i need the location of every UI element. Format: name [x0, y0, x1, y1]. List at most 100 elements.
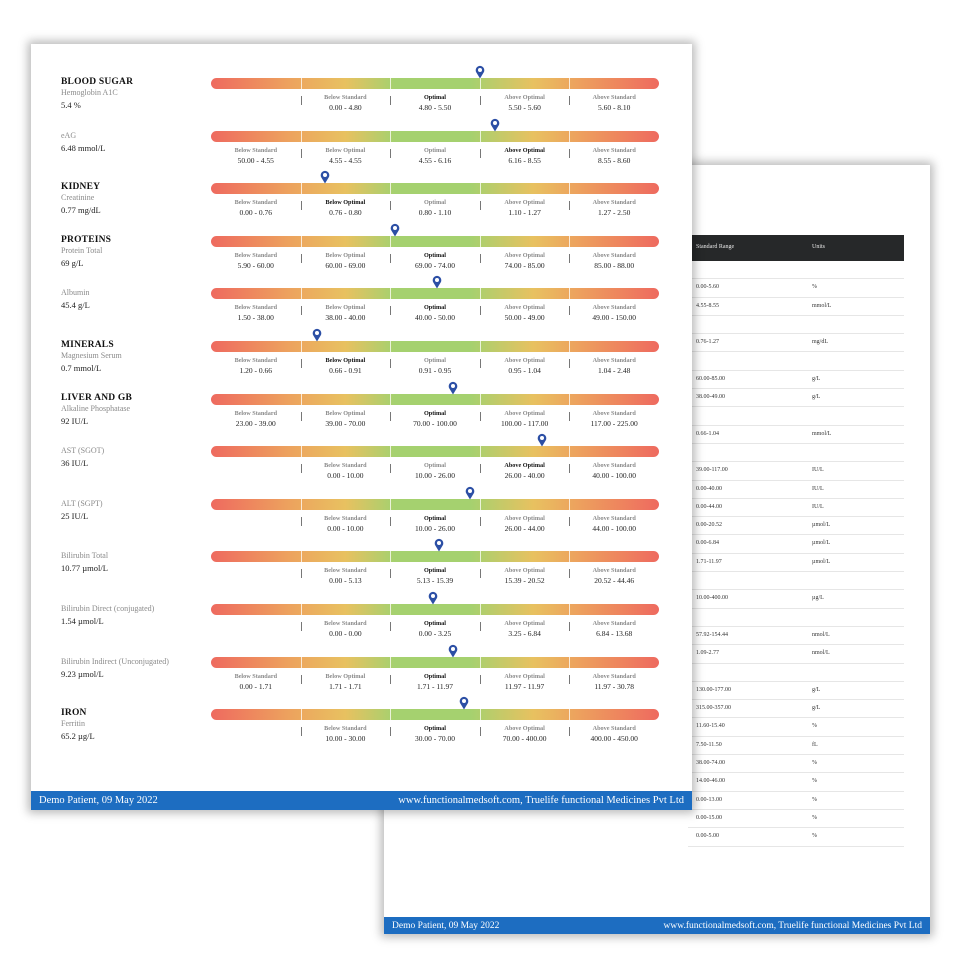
table-row: 39.00-117.00 IU/L: [688, 462, 904, 481]
range-category-name: Optimal: [423, 672, 446, 680]
range-category-name: Optimal: [423, 304, 446, 312]
segment-divider: [569, 183, 571, 195]
range-label: Below Standard 0.00 - 10.00: [301, 515, 391, 533]
table-row: 315.00-357.00 g/L: [688, 700, 904, 719]
range-category-name: Above Optimal: [504, 514, 545, 522]
range-separator: [390, 516, 392, 526]
test-name: Bilirubin Indirect (Unconjugated): [61, 656, 169, 666]
segment-divider: [390, 498, 392, 510]
value-marker-icon: [537, 433, 547, 447]
range-values: 23.00 - 39.00: [235, 418, 276, 428]
range-separator: [300, 622, 302, 631]
range-values: 100.00 - 117.00: [500, 418, 549, 428]
range-bar: [211, 183, 659, 195]
segment-divider: [479, 341, 481, 352]
segment-divider: [300, 393, 302, 405]
table-row: [688, 261, 904, 280]
range-label: Optimal 0.91 - 0.95: [390, 357, 480, 375]
standard-range-cell: 4.55-8.55: [696, 302, 719, 309]
standard-range-cell: 0.00-20.52: [696, 522, 722, 529]
test-value: 0.7 mmol/L: [61, 363, 102, 373]
range-separator: [390, 148, 392, 158]
range-values: 30.00 - 70.00: [414, 734, 455, 744]
table-row: [688, 444, 904, 463]
test-name: Creatinine: [61, 193, 95, 203]
range-separator: [479, 96, 481, 105]
segment-divider: [569, 393, 571, 405]
range-labels: Below Standard 0.00 - 4.80 Optimal 4.80 - 5…: [211, 94, 659, 116]
range-label: Above Standard 5.60 - 8.10: [569, 94, 659, 112]
test-info: Bilirubin Direct (conjugated) 1.54 µmol/L: [61, 603, 201, 626]
range-labels: Below Standard 0.00 - 0.00 Optimal 0.00 - 3…: [211, 620, 659, 642]
report-page-front: BLOOD SUGAR Hemoglobin A1C 5.4 % Below Stan…: [31, 44, 692, 810]
range-labels: Below Standard 5.90 - 60.00 Below Optimal 6…: [211, 252, 659, 274]
range-category-name: Above Standard: [592, 304, 636, 312]
range-label: Above Standard 117.00 - 225.00: [569, 410, 659, 428]
units-cell: nmol/L: [812, 650, 830, 657]
range-category-name: Below Optimal: [325, 304, 366, 312]
range-label: Optimal 4.55 - 6.16: [390, 147, 480, 165]
range-values: 40.00 - 50.00: [414, 313, 455, 323]
range-separator: [569, 201, 571, 211]
range-label: Optimal 1.71 - 11.97: [390, 673, 480, 691]
range-bar: [211, 130, 659, 142]
range-label: Above Optimal 6.16 - 8.55: [480, 147, 570, 165]
range-values: 11.97 - 30.78: [594, 681, 635, 691]
test-name: Albumin: [61, 288, 90, 298]
range-separator: [569, 96, 571, 105]
units-cell: %: [812, 814, 817, 821]
range-values: 50.00 - 49.00: [504, 313, 545, 323]
segment-divider: [300, 288, 302, 300]
table-row: 38.00-49.00 g/L: [688, 389, 904, 408]
standard-range-cell: 130.00-177.00: [696, 686, 731, 693]
range-category-name: Optimal: [423, 94, 446, 101]
segment-divider: [479, 183, 481, 195]
range-separator: [390, 569, 392, 579]
table-row: 0.00-44.00 IU/L: [688, 499, 904, 518]
segment-divider: [569, 130, 571, 142]
standard-range-cell: 39.00-117.00: [696, 467, 728, 474]
segment-divider: [390, 235, 392, 247]
test-value: 69 g/L: [61, 257, 84, 268]
table-row: 10.00-400.00 µg/L: [688, 590, 904, 609]
range-label: Above Optimal 15.39 - 20.52: [480, 567, 570, 585]
table-row: 0.76-1.27 mg/dL: [688, 334, 904, 353]
range-separator: [390, 622, 392, 631]
units-cell: IU/L: [812, 485, 824, 492]
test-value: 9.23 µmol/L: [61, 668, 104, 679]
column-header-standard-range: Standard Range: [696, 244, 735, 250]
standard-range-cell: 7.50-11.50: [696, 741, 722, 748]
range-category-name: Above Optimal: [504, 304, 545, 312]
units-cell: %: [812, 760, 817, 767]
range-label: Above Optimal 70.00 - 400.00: [480, 725, 570, 743]
range-category-name: Below Optimal: [325, 672, 366, 680]
range-label: Below Optimal 0.66 - 0.91: [301, 357, 391, 375]
units-cell: %: [812, 723, 817, 730]
range-category-name: Optimal: [423, 146, 446, 154]
value-marker-icon: [320, 170, 330, 184]
range-values: 4.55 - 6.16: [418, 155, 452, 165]
value-marker-icon: [490, 118, 500, 132]
range-values: 60.00 - 69.00: [325, 260, 366, 270]
range-category-name: Above Standard: [592, 514, 636, 522]
range-category-name: Above Optimal: [504, 251, 545, 259]
segment-divider: [390, 78, 392, 89]
range-label: Below Optimal 39.00 - 70.00: [301, 410, 391, 428]
range-category-name: Above Optimal: [504, 620, 545, 627]
range-values: 0.95 - 1.04: [508, 366, 541, 375]
table-row: 0.66-1.04 mmol/L: [688, 426, 904, 444]
range-separator: [300, 148, 302, 158]
segment-divider: [300, 656, 302, 668]
range-label: Below Optimal 60.00 - 69.00: [301, 252, 391, 270]
range-values: 10.00 - 30.00: [325, 734, 366, 744]
range-separator: [479, 516, 481, 526]
test-name: Bilirubin Total: [61, 551, 109, 561]
range-values: 3.25 - 6.84: [508, 629, 541, 638]
test-info: IRON Ferritin 65.2 µg/L: [61, 708, 201, 741]
range-separator: [569, 148, 571, 158]
table-row: 4.55-8.55 mmol/L: [688, 298, 904, 316]
test-value: 0.77 mg/dL: [61, 205, 101, 216]
range-separator: [300, 674, 302, 684]
units-cell: g/L: [812, 705, 821, 712]
value-marker-icon: [459, 696, 469, 710]
